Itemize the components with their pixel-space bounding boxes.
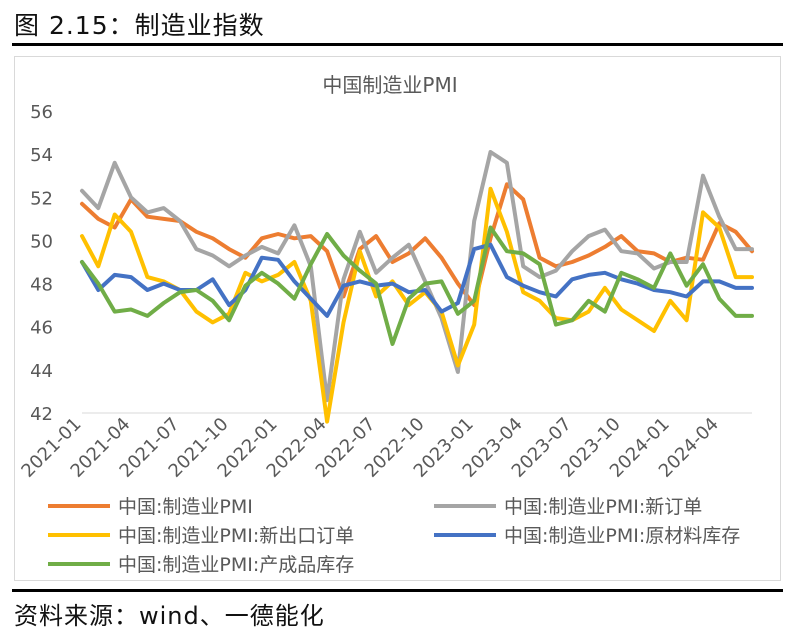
- x-axis: 2021-012021-042021-072021-102022-012022-…: [17, 412, 752, 482]
- y-tick-label: 56: [30, 102, 53, 123]
- series-line-5: [80, 225, 754, 346]
- series-line-2: [80, 150, 754, 403]
- y-tick-label: 48: [30, 275, 53, 296]
- legend-label: 中国:制造业PMI:新出口订单: [118, 525, 354, 547]
- figure-title: 图 2.15：制造业指数: [14, 11, 265, 40]
- series-line-4: [80, 242, 754, 318]
- legend-label: 中国:制造业PMI:新订单: [504, 496, 702, 518]
- chart-title: 中国制造业PMI: [322, 73, 457, 97]
- series-line-1: [80, 182, 754, 308]
- y-tick-label: 54: [30, 145, 53, 166]
- y-axis: 42 44 46 48 50 52 54 56: [30, 102, 53, 425]
- bottom-rule: [12, 589, 783, 592]
- chart-frame: [14, 56, 781, 581]
- y-tick-label: 44: [30, 361, 53, 382]
- legend-label: 中国:制造业PMI:产成品库存: [118, 554, 354, 576]
- y-tick-label: 46: [30, 318, 53, 339]
- y-tick-label: 50: [30, 231, 53, 252]
- series-line-3: [80, 186, 754, 424]
- y-tick-label: 42: [30, 404, 53, 425]
- legend-label: 中国:制造业PMI: [118, 496, 253, 518]
- legend-label: 中国:制造业PMI:原材料库存: [504, 525, 740, 547]
- y-tick-label: 52: [30, 188, 53, 209]
- series-lines: [80, 150, 754, 424]
- source-note: 资料来源：wind、一德能化: [14, 602, 325, 630]
- top-rule: [12, 43, 783, 46]
